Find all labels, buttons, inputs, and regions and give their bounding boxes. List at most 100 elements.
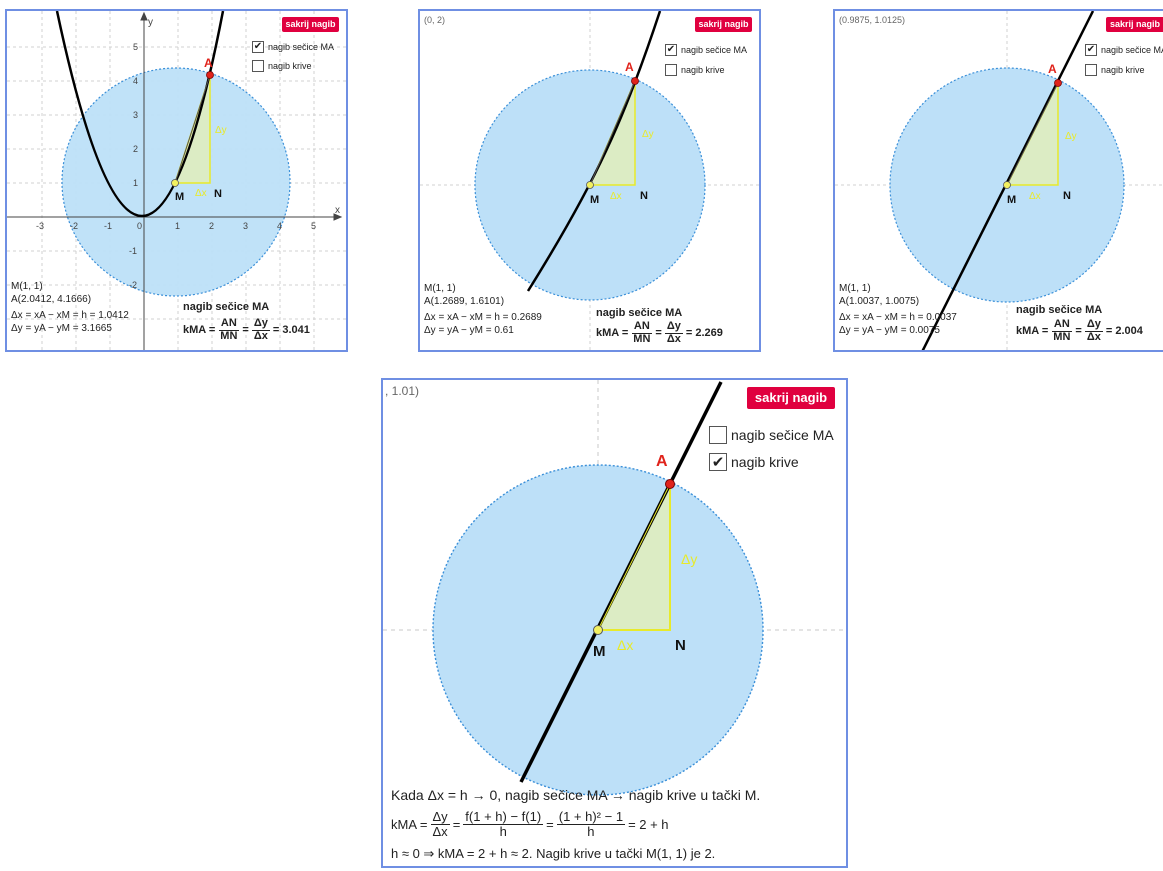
checkmark-icon: ✔ bbox=[1086, 44, 1096, 55]
y-tick: 2 bbox=[133, 144, 138, 154]
curve-slope-checkbox[interactable]: ✔ nagib krive bbox=[709, 453, 799, 471]
checkbox-label: nagib krive bbox=[1101, 65, 1145, 75]
hide-slope-button[interactable]: sakrij nagib bbox=[1106, 17, 1163, 32]
derivative-result: = 2 + h bbox=[628, 816, 669, 832]
function-curve bbox=[519, 381, 723, 783]
secant-slope-checkbox[interactable]: ✔ nagib sečice MA bbox=[252, 41, 334, 53]
checkmark-icon: ✔ bbox=[253, 41, 263, 52]
delta-y-label: Δy bbox=[681, 551, 697, 567]
x-tick: 4 bbox=[277, 221, 282, 231]
checkbox-box[interactable] bbox=[1085, 64, 1097, 76]
secant-slope-checkbox[interactable]: nagib sečice MA bbox=[709, 426, 834, 444]
checkbox-box[interactable]: ✔ bbox=[665, 44, 677, 56]
point-M-label: M bbox=[1007, 194, 1016, 206]
x-tick: 5 bbox=[311, 221, 316, 231]
slope-value: = 3.041 bbox=[272, 324, 310, 337]
M-coordinates: M(1, 1) bbox=[11, 281, 43, 292]
checkmark-icon: ✔ bbox=[711, 453, 725, 471]
checkmark-icon: ✔ bbox=[666, 44, 676, 55]
point-A[interactable] bbox=[665, 479, 675, 489]
corner-coordinate: (0, 2) bbox=[424, 15, 446, 25]
A-coordinates: A(2.0412, 4.1666) bbox=[11, 293, 92, 305]
y-tick: 3 bbox=[133, 110, 138, 120]
function-curve bbox=[526, 11, 662, 292]
point-A[interactable] bbox=[631, 77, 639, 85]
point-M[interactable] bbox=[586, 181, 594, 189]
k-label: kMA = bbox=[391, 816, 428, 832]
x-tick: 1 bbox=[175, 221, 180, 231]
secant-line bbox=[597, 483, 671, 631]
point-N-label: N bbox=[640, 190, 648, 202]
secant-line bbox=[1006, 82, 1059, 186]
k-label: kMA = bbox=[1016, 325, 1049, 338]
hide-slope-button[interactable]: sakrij nagib bbox=[282, 17, 339, 32]
delta-x-label: Δx bbox=[617, 637, 633, 653]
checkbox-box[interactable] bbox=[709, 426, 727, 444]
fraction-difference-quotient: f(1 + h) − f(1) h bbox=[463, 809, 544, 839]
checkbox-box[interactable] bbox=[252, 60, 264, 72]
axes bbox=[7, 11, 343, 350]
curve-slope-checkbox[interactable]: nagib krive bbox=[1085, 64, 1145, 76]
hide-slope-button[interactable]: sakrij nagib bbox=[747, 387, 835, 409]
corner-coordinate: , 1.01) bbox=[385, 384, 420, 398]
delta-x-label: Δx bbox=[610, 191, 622, 202]
point-N-label: N bbox=[214, 188, 222, 200]
point-A-label: A bbox=[204, 56, 213, 70]
checkbox-label: nagib sečice MA bbox=[1101, 45, 1163, 55]
fraction-dy-dx: Δy Δx bbox=[1084, 318, 1103, 343]
point-M[interactable] bbox=[1003, 181, 1011, 189]
k-label: kMA = bbox=[183, 324, 216, 337]
x-axis-label: x bbox=[335, 205, 340, 216]
graph-canvas-2[interactable]: A M N Δx Δy bbox=[420, 11, 761, 352]
delta-x-formula: Δx = xA − xM = h = 0.0037 bbox=[839, 312, 957, 323]
graph-panel-2[interactable]: A M N Δx Δy (0, 2) sakrij nagib ✔ nagib … bbox=[418, 9, 761, 352]
M-coordinates: M(1, 1) bbox=[424, 283, 456, 294]
tick-labels: -3 -2 -1 0 1 2 3 4 5 5 4 3 2 1 -1 -2 x y bbox=[36, 17, 340, 290]
A-coordinates: A(1.2689, 1.6101) bbox=[424, 295, 505, 307]
point-N-label: N bbox=[675, 637, 686, 654]
k-label: kMA = bbox=[596, 327, 629, 340]
curve-slope-checkbox[interactable]: nagib krive bbox=[665, 64, 725, 76]
checkbox-label: nagib sečice MA bbox=[268, 42, 335, 52]
checkbox-label: nagib sečice MA bbox=[731, 427, 834, 443]
checkbox-box[interactable]: ✔ bbox=[252, 41, 264, 53]
secant-line bbox=[589, 80, 636, 186]
slope-title: nagib sečice MA bbox=[183, 301, 270, 313]
graph-canvas-1[interactable]: -3 -2 -1 0 1 2 3 4 5 5 4 3 2 1 -1 -2 x y… bbox=[7, 11, 348, 352]
slope-title: nagib sečice MA bbox=[596, 307, 683, 319]
fraction-dy-dx: Δy Δx bbox=[251, 317, 270, 342]
graph-canvas-3[interactable]: A M N Δx Δy bbox=[835, 11, 1163, 352]
point-A-label: A bbox=[656, 453, 668, 470]
curve-slope-checkbox[interactable]: nagib krive bbox=[252, 60, 312, 72]
x-tick: -1 bbox=[104, 221, 112, 231]
graph-panel-3[interactable]: A M N Δx Δy (0.9875, 1.0125) sakrij nagi… bbox=[833, 9, 1163, 352]
limit-explanation: Kada Δx = h → 0, nagib sečice MA → nagib… bbox=[391, 787, 761, 803]
M-coordinates: M(1, 1) bbox=[839, 283, 871, 294]
graph-panel-1[interactable]: -3 -2 -1 0 1 2 3 4 5 5 4 3 2 1 -1 -2 x y… bbox=[5, 9, 348, 352]
secant-slope-checkbox[interactable]: ✔ nagib sečice MA bbox=[1085, 44, 1163, 56]
point-M-label: M bbox=[593, 643, 606, 660]
checkbox-box[interactable]: ✔ bbox=[1085, 44, 1097, 56]
delta-y-label: Δy bbox=[642, 129, 654, 140]
fraction-AN-MN: AN MN bbox=[218, 317, 239, 342]
slope-formula: kMA = AN MN = Δy Δx = 3.041 bbox=[183, 317, 310, 342]
checkbox-label: nagib krive bbox=[681, 65, 725, 75]
y-tick: -2 bbox=[129, 280, 137, 290]
point-M[interactable] bbox=[171, 179, 179, 187]
checkbox-box[interactable] bbox=[665, 64, 677, 76]
checkbox-box[interactable]: ✔ bbox=[709, 453, 727, 471]
checkbox-label: nagib sečice MA bbox=[681, 45, 748, 55]
y-tick: 1 bbox=[133, 178, 138, 188]
secant-slope-checkbox[interactable]: ✔ nagib sečice MA bbox=[665, 44, 747, 56]
coordinates-info: M(1, 1) A(1.0037, 1.0075) Δx = xA − xM =… bbox=[839, 283, 957, 337]
point-M[interactable] bbox=[593, 625, 603, 635]
graph-canvas-4[interactable]: A M N Δx Δy bbox=[383, 380, 848, 868]
delta-x-formula: Δx = xA − xM = h = 0.2689 bbox=[424, 312, 542, 323]
slope-formula: kMA = AN MN = Δy Δx = 2.269 bbox=[596, 320, 723, 345]
graph-panel-4[interactable]: A M N Δx Δy , 1.01) sakrij nagib nagib s… bbox=[381, 378, 848, 868]
point-A[interactable] bbox=[206, 71, 214, 79]
point-A[interactable] bbox=[1054, 79, 1062, 87]
hide-slope-button[interactable]: sakrij nagib bbox=[695, 17, 752, 32]
corner-coordinate: (0.9875, 1.0125) bbox=[839, 15, 906, 25]
